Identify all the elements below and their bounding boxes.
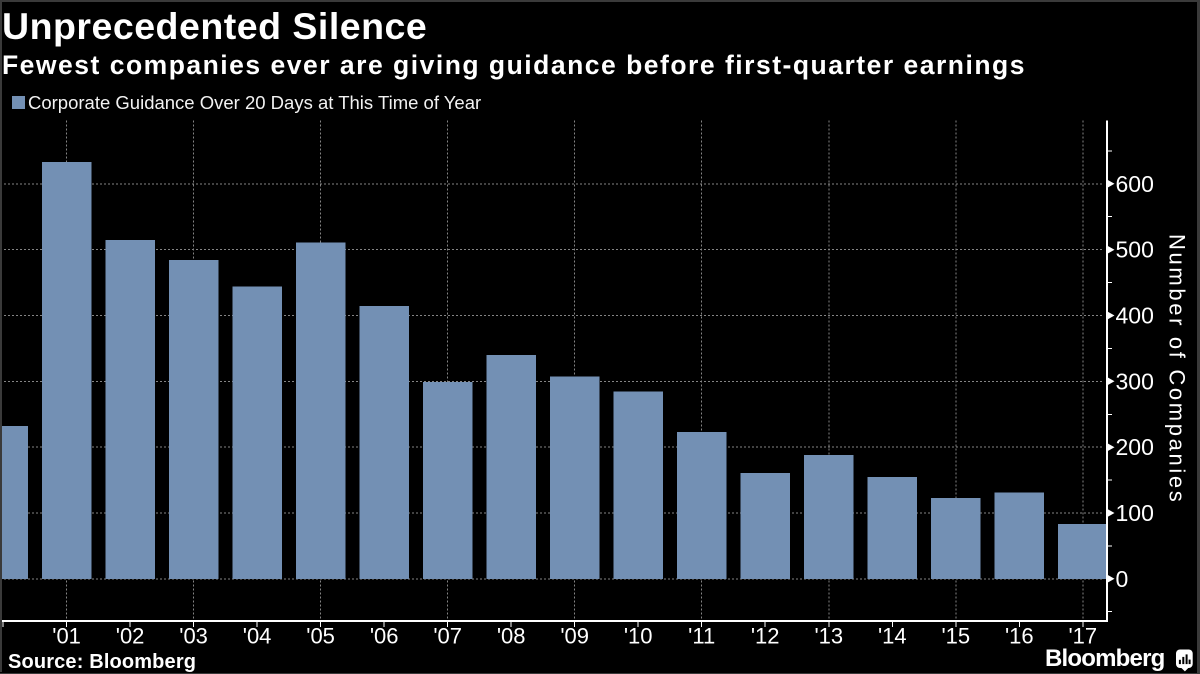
svg-text:200: 200 <box>1116 434 1154 460</box>
svg-text:100: 100 <box>1116 500 1154 526</box>
svg-text:0: 0 <box>1116 566 1129 592</box>
svg-text:'11: '11 <box>688 624 715 649</box>
svg-text:'17: '17 <box>1068 624 1097 649</box>
svg-text:'09: '09 <box>560 624 589 649</box>
svg-text:300: 300 <box>1116 368 1154 394</box>
svg-text:'13: '13 <box>814 624 843 649</box>
svg-text:'02: '02 <box>116 624 145 649</box>
svg-text:'03: '03 <box>179 624 208 649</box>
svg-text:400: 400 <box>1116 303 1154 329</box>
svg-text:'15: '15 <box>941 624 970 649</box>
svg-text:'06: '06 <box>370 624 399 649</box>
svg-text:'10: '10 <box>624 624 653 649</box>
svg-text:'07: '07 <box>433 624 462 649</box>
svg-text:'12: '12 <box>751 624 780 649</box>
svg-text:500: 500 <box>1116 237 1154 263</box>
svg-text:'16: '16 <box>1005 624 1034 649</box>
svg-text:600: 600 <box>1116 171 1154 197</box>
svg-text:'05: '05 <box>306 624 335 649</box>
svg-text:'08: '08 <box>497 624 526 649</box>
svg-text:'01: '01 <box>52 624 81 649</box>
svg-text:'04: '04 <box>243 624 272 649</box>
svg-text:'14: '14 <box>878 624 907 649</box>
